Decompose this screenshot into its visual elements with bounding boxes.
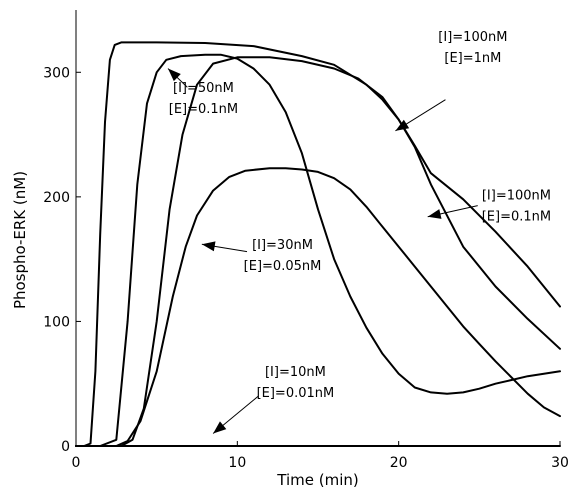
annotation-label: [I]=30nM (252, 238, 313, 253)
annotation-label: [E]=1nM (444, 51, 501, 66)
x-tick-label: 10 (228, 455, 246, 471)
arrowhead-icon (213, 421, 226, 433)
annotation-label: [E]=0.05nM (244, 259, 322, 274)
y-tick-label: 200 (43, 190, 70, 206)
arrowhead-icon (202, 241, 216, 251)
annotation-label: [I]=10nM (265, 365, 326, 380)
annotation-label: [E]=0.1nM (482, 209, 551, 224)
annotation-label: [E]=0.1nM (169, 102, 238, 117)
annotation-1: [I]=100nM [E]=1nM (395, 30, 507, 131)
x-axis-title: Time (min) (276, 471, 358, 489)
arrowhead-icon (428, 209, 442, 219)
y-tick-label: 100 (43, 314, 70, 330)
y-tick-label: 300 (43, 65, 70, 81)
x-tick-label: 0 (72, 455, 81, 471)
annotation-label: [I]=100nM (482, 188, 551, 203)
y-axis-title: Phospho-ERK (nM) (11, 171, 29, 309)
annotation-4: [I]=30nM [E]=0.05nM (202, 238, 321, 274)
y-tick-label: 0 (61, 439, 70, 455)
arrowhead-icon (395, 120, 409, 131)
annotation-5: [I]=10nM [E]=0.01nM (213, 365, 334, 433)
x-tick-label: 20 (390, 455, 408, 471)
annotations-layer: [I]=100nM[E]=1nM[I]=50nM[E]=0.1nM[I]=100… (168, 30, 551, 433)
annotation-label: [E]=0.01nM (257, 386, 335, 401)
x-tick-label: 30 (551, 455, 569, 471)
annotation-label: [I]=100nM (438, 30, 507, 45)
annotation-label: [I]=50nM (173, 81, 234, 96)
annotation-3: [I]=100nM [E]=0.1nM (428, 188, 551, 224)
